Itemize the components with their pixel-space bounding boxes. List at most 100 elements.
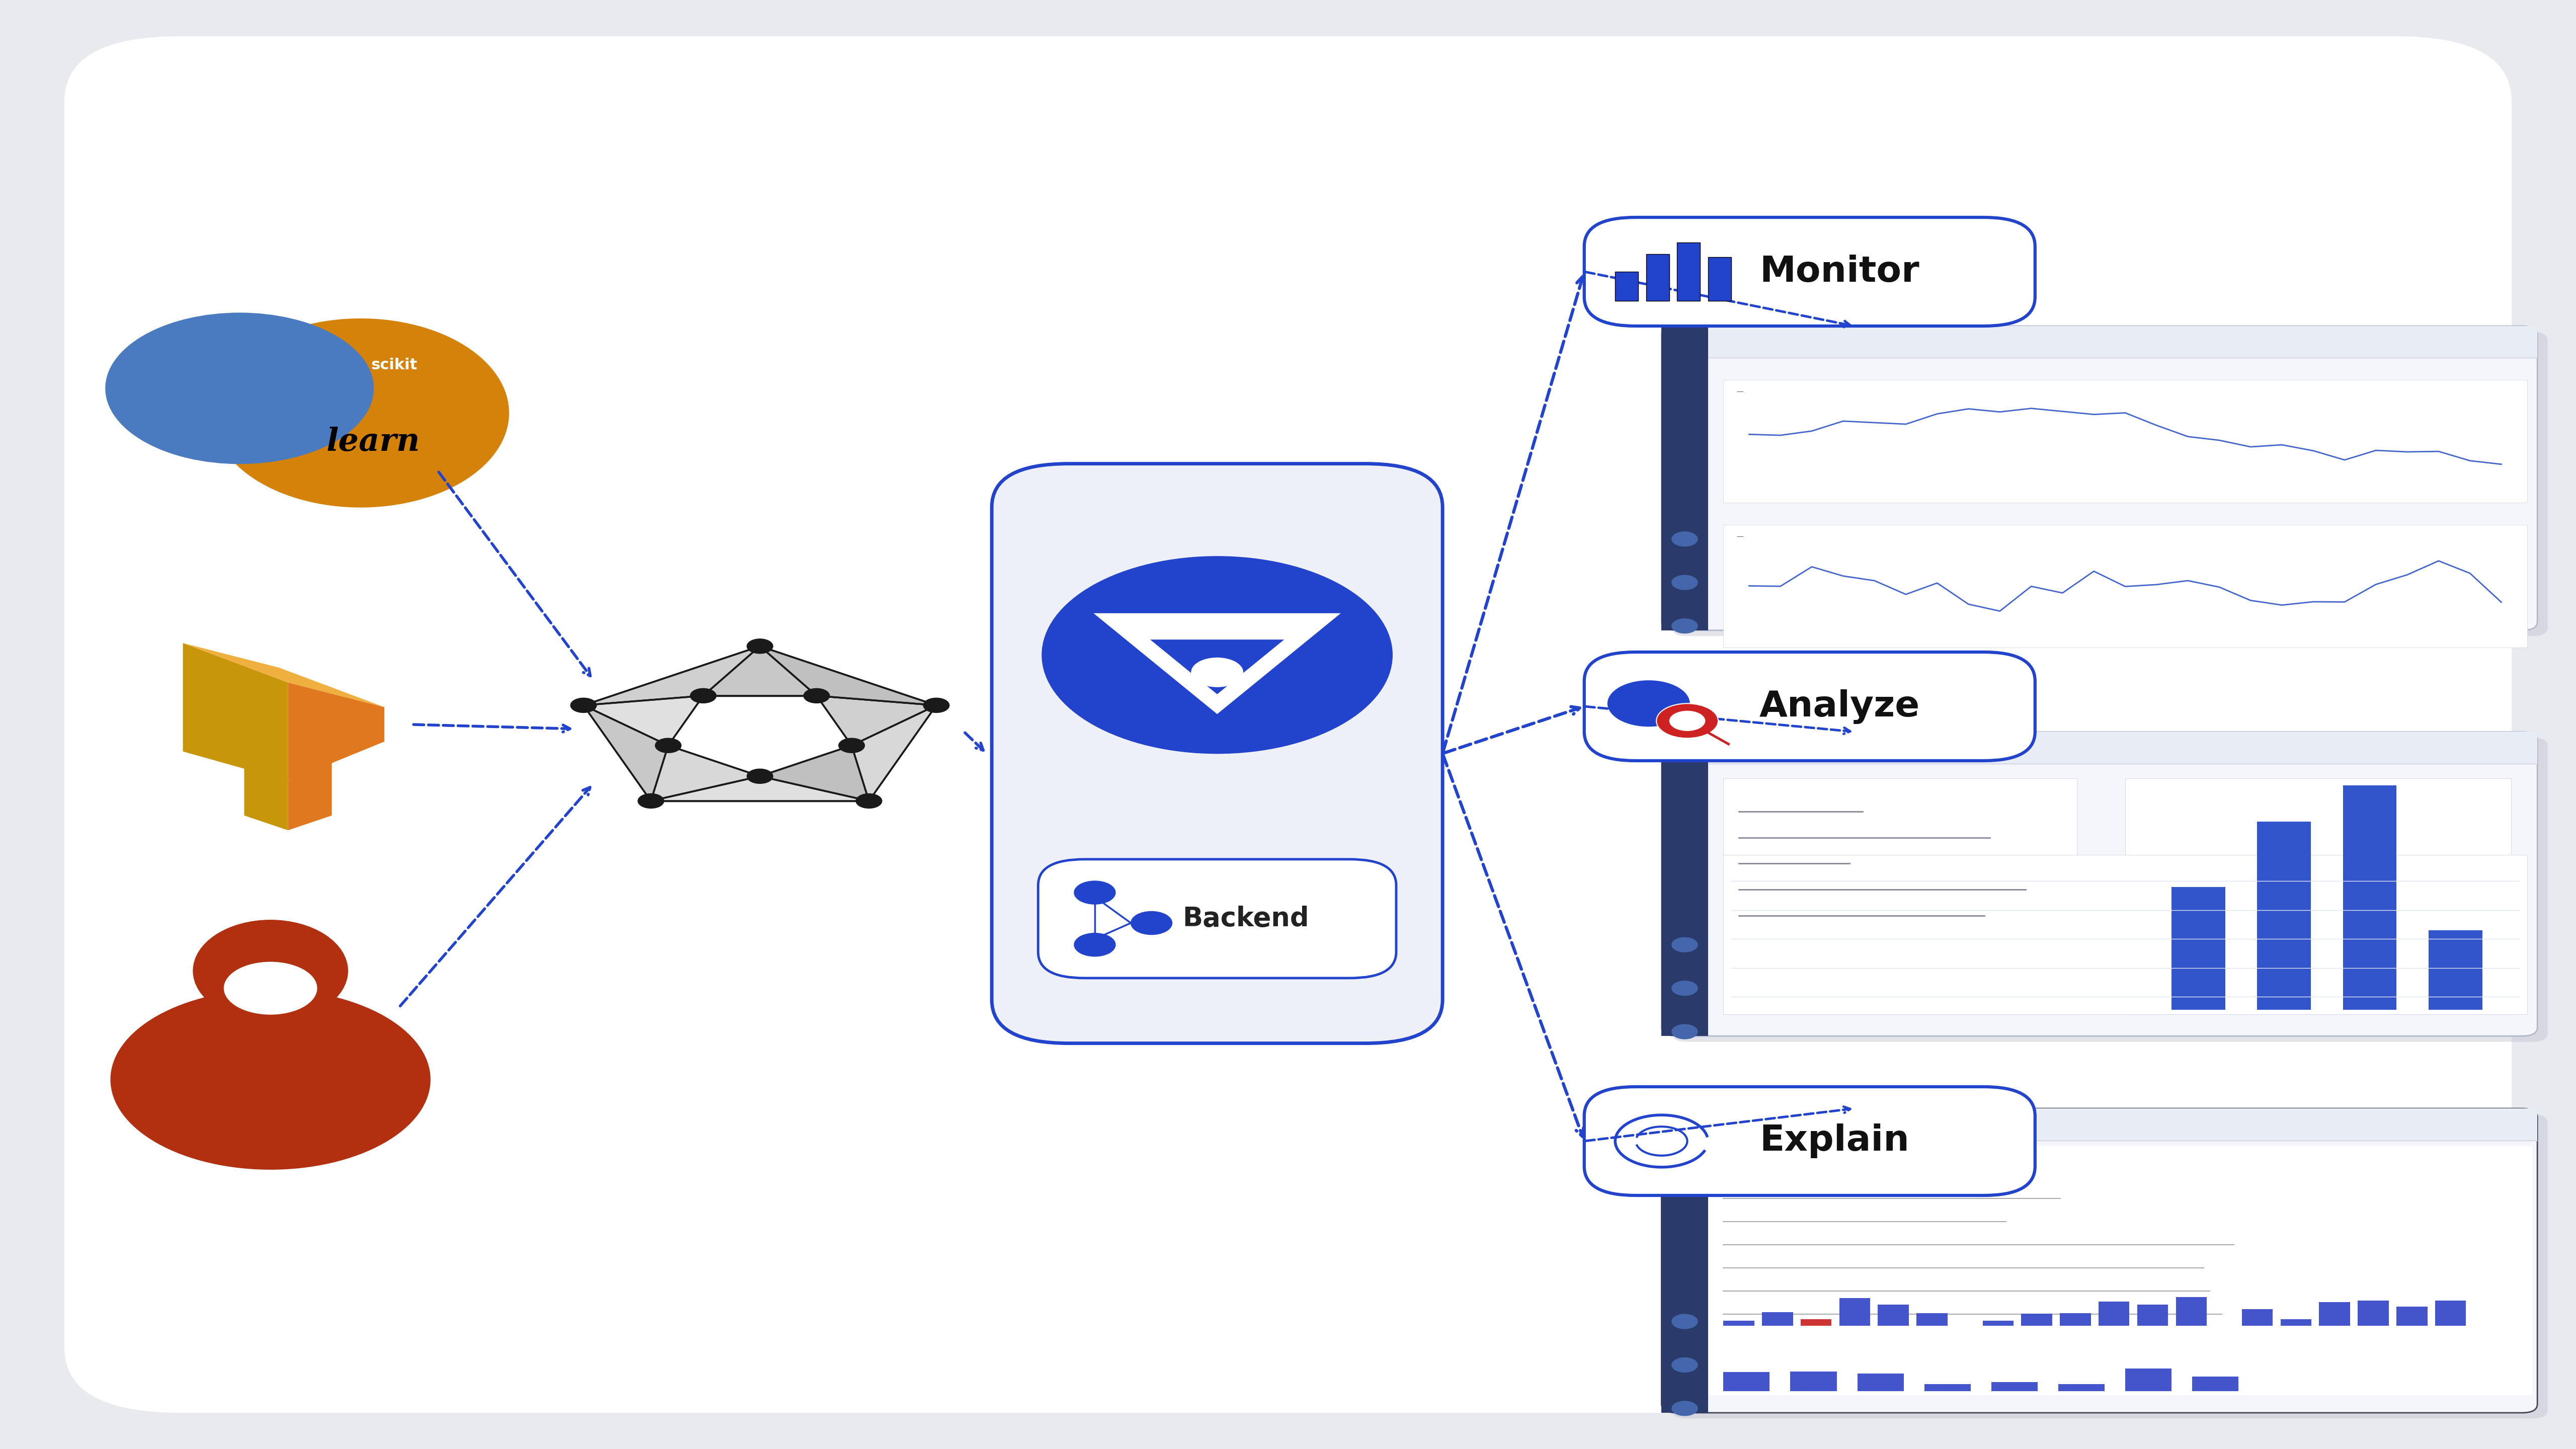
Circle shape (1074, 881, 1115, 904)
FancyBboxPatch shape (1723, 855, 2527, 1014)
FancyBboxPatch shape (1723, 778, 2076, 1014)
Circle shape (1672, 1358, 1698, 1372)
Circle shape (690, 688, 716, 703)
FancyBboxPatch shape (2396, 1307, 2427, 1326)
Ellipse shape (214, 319, 510, 507)
Circle shape (922, 698, 951, 713)
Polygon shape (703, 646, 817, 696)
Circle shape (1043, 556, 1394, 753)
FancyBboxPatch shape (1584, 217, 2035, 326)
FancyBboxPatch shape (2058, 1384, 2105, 1391)
FancyBboxPatch shape (2434, 1301, 2465, 1326)
Polygon shape (585, 706, 667, 801)
Polygon shape (652, 745, 760, 801)
Text: Monitor: Monitor (1759, 255, 1919, 288)
FancyBboxPatch shape (2192, 1377, 2239, 1391)
Circle shape (569, 698, 598, 713)
Text: —: — (1736, 533, 1744, 540)
FancyBboxPatch shape (1708, 1108, 2537, 1140)
Polygon shape (853, 706, 935, 801)
Circle shape (1074, 933, 1115, 956)
Polygon shape (760, 745, 868, 801)
Ellipse shape (193, 920, 348, 1022)
Polygon shape (817, 696, 935, 745)
Circle shape (1672, 1024, 1698, 1039)
FancyBboxPatch shape (1762, 1313, 1793, 1326)
FancyBboxPatch shape (1839, 1298, 1870, 1326)
FancyBboxPatch shape (1646, 255, 1669, 301)
FancyBboxPatch shape (1984, 1321, 2014, 1326)
FancyBboxPatch shape (1615, 272, 1638, 301)
FancyBboxPatch shape (2172, 887, 2226, 1010)
Circle shape (639, 794, 665, 809)
FancyBboxPatch shape (64, 36, 2512, 1413)
Circle shape (840, 738, 866, 753)
Circle shape (1672, 981, 1698, 995)
Polygon shape (585, 646, 760, 706)
FancyBboxPatch shape (2125, 778, 2512, 1014)
FancyBboxPatch shape (1708, 1146, 2532, 1395)
FancyBboxPatch shape (1917, 1313, 1947, 1326)
Polygon shape (183, 643, 289, 781)
Circle shape (1190, 658, 1244, 687)
FancyBboxPatch shape (1801, 1320, 1832, 1326)
Polygon shape (183, 643, 384, 707)
Polygon shape (289, 761, 332, 830)
Text: Analyze: Analyze (1759, 690, 1919, 723)
FancyBboxPatch shape (1584, 1087, 2035, 1195)
FancyBboxPatch shape (1038, 859, 1396, 978)
Circle shape (1672, 1401, 1698, 1416)
FancyBboxPatch shape (1723, 525, 2527, 648)
FancyBboxPatch shape (2125, 1368, 2172, 1391)
FancyBboxPatch shape (1857, 1374, 1904, 1391)
FancyBboxPatch shape (1723, 1320, 1754, 1326)
Text: Explain: Explain (1759, 1124, 1909, 1158)
FancyBboxPatch shape (1662, 1108, 2537, 1413)
Text: learn: learn (327, 426, 420, 458)
FancyBboxPatch shape (1662, 732, 1708, 1036)
FancyBboxPatch shape (2344, 785, 2396, 1010)
Polygon shape (652, 777, 868, 801)
FancyBboxPatch shape (1584, 652, 2035, 761)
FancyBboxPatch shape (1677, 243, 1700, 301)
Circle shape (1672, 532, 1698, 546)
Circle shape (1131, 911, 1172, 935)
Circle shape (111, 990, 430, 1169)
Circle shape (804, 688, 829, 703)
FancyBboxPatch shape (2177, 1297, 2208, 1326)
Circle shape (1672, 575, 1698, 590)
FancyBboxPatch shape (2138, 1304, 2169, 1326)
FancyBboxPatch shape (1662, 1108, 1708, 1413)
FancyBboxPatch shape (1708, 258, 1731, 301)
Circle shape (1669, 711, 1705, 732)
FancyBboxPatch shape (1723, 1372, 1770, 1391)
Circle shape (1672, 1314, 1698, 1329)
FancyBboxPatch shape (2357, 1301, 2388, 1326)
FancyBboxPatch shape (2429, 930, 2483, 1010)
FancyBboxPatch shape (2280, 1319, 2311, 1326)
FancyBboxPatch shape (1878, 1304, 1909, 1326)
Circle shape (747, 639, 773, 653)
FancyBboxPatch shape (1662, 326, 2537, 630)
Polygon shape (245, 732, 289, 830)
Circle shape (1656, 704, 1718, 739)
FancyBboxPatch shape (1662, 326, 1708, 630)
FancyBboxPatch shape (1708, 732, 2537, 764)
FancyBboxPatch shape (1662, 732, 2537, 1036)
Circle shape (1607, 681, 1690, 727)
Text: —: — (1736, 388, 1744, 396)
Circle shape (1672, 619, 1698, 633)
Polygon shape (1149, 639, 1285, 694)
Text: scikit: scikit (371, 358, 417, 372)
FancyBboxPatch shape (1790, 1371, 1837, 1391)
FancyBboxPatch shape (2061, 1313, 2092, 1326)
FancyBboxPatch shape (992, 464, 1443, 1043)
Polygon shape (289, 682, 384, 781)
FancyBboxPatch shape (2022, 1314, 2053, 1326)
FancyBboxPatch shape (1672, 1114, 2548, 1419)
Circle shape (855, 794, 881, 809)
FancyBboxPatch shape (1991, 1382, 2038, 1391)
Polygon shape (585, 696, 703, 745)
Circle shape (106, 313, 374, 464)
FancyBboxPatch shape (1723, 380, 2527, 503)
